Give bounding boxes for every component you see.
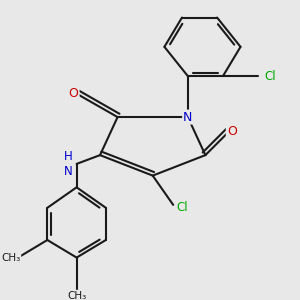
Text: O: O	[227, 125, 237, 138]
Text: H
N: H N	[63, 150, 72, 178]
Text: CH₃: CH₃	[1, 253, 20, 262]
Text: CH₃: CH₃	[67, 291, 86, 300]
Text: O: O	[69, 87, 79, 100]
Text: Cl: Cl	[264, 70, 276, 83]
Text: N: N	[183, 111, 193, 124]
Text: Cl: Cl	[176, 201, 188, 214]
